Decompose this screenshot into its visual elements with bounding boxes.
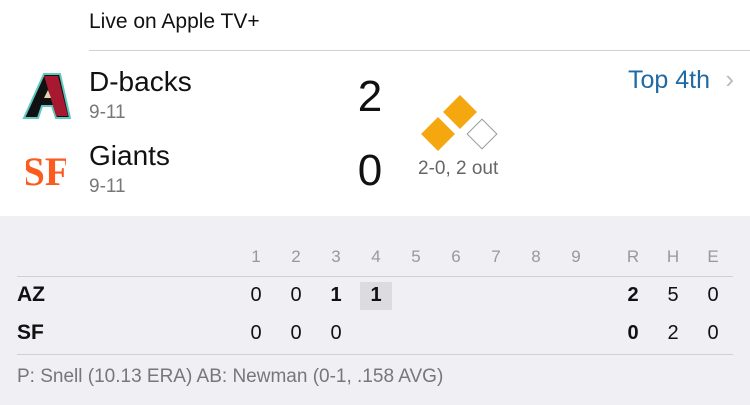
inning-score: 0 [290,322,302,344]
dbacks-logo-icon [22,73,72,119]
third-base-icon [421,117,455,151]
inning-score: 1 [370,284,382,306]
runs: 2 [627,284,639,306]
errors: 0 [707,284,719,306]
home-score: 0 [357,146,383,195]
team-abbr: SF [17,321,44,344]
svg-text:SF: SF [26,149,66,194]
giants-logo-icon: SF [26,149,66,194]
away-team-name[interactable]: D-backs [89,66,192,97]
rhe-header: H [666,247,680,266]
inning-header: 9 [571,247,581,266]
inning-header: 6 [451,247,461,266]
divider [17,354,733,355]
errors: 0 [707,322,719,344]
runs: 0 [627,322,639,344]
rhe-header: R [626,247,640,266]
home-team-name[interactable]: Giants [89,140,170,171]
inning-score: 0 [330,322,342,344]
inning-header: 7 [491,247,501,266]
inning-status[interactable]: Top 4th [627,66,710,94]
hits: 5 [667,284,679,306]
away-team-record: 9-11 [89,102,126,123]
second-base-icon [443,95,477,129]
linescore [0,216,750,405]
hits: 2 [667,322,679,344]
first-base-icon [466,118,498,150]
inning-score: 0 [250,284,262,306]
count-outs: 2-0, 2 out [418,158,499,179]
inning-score: 0 [290,284,302,306]
pitcher-batter-info: P: Snell (10.13 ERA) AB: Newman (0-1, .1… [17,366,444,387]
inning-header: 3 [331,247,341,266]
current-inning-highlight [360,282,392,310]
divider [17,276,733,277]
inning-header: 1 [251,247,261,266]
inning-header: 5 [411,247,421,266]
inning-header: 8 [531,247,541,266]
home-team-record: 9-11 [89,176,126,197]
rhe-header: E [707,247,719,266]
divider [89,50,750,51]
chevron-right-icon[interactable]: › [725,64,734,94]
inning-header: 4 [371,247,381,266]
team-abbr: AZ [17,283,45,306]
inning-score: 0 [250,322,262,344]
broadcast-label[interactable]: Live on Apple TV+ [89,10,260,33]
inning-score: 1 [330,284,342,306]
inning-header: 2 [291,247,301,266]
away-score: 2 [357,72,383,121]
